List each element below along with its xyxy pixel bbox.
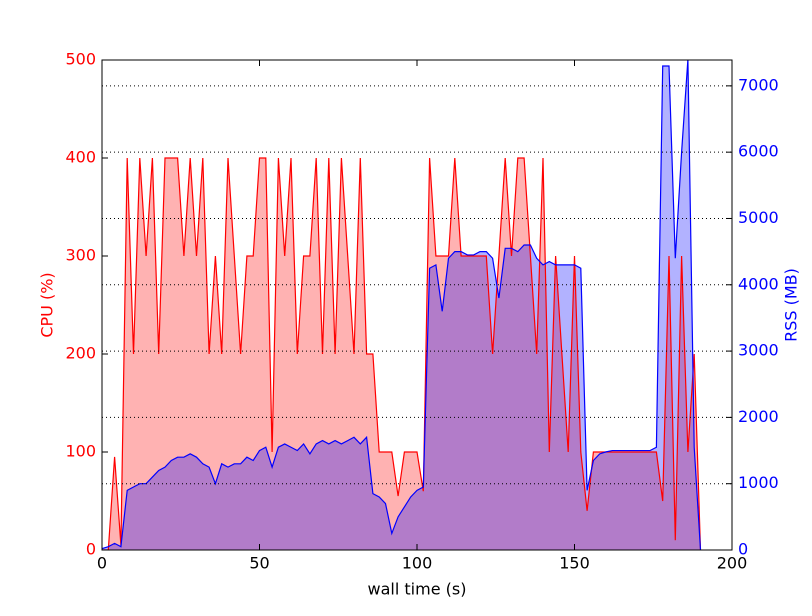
x-tick-label: 100	[402, 554, 433, 573]
x-tick-label: 150	[559, 554, 590, 573]
x-tick-label: 0	[97, 554, 107, 573]
y2-tick-label: 0	[738, 540, 748, 559]
y2-tick-label: 4000	[738, 274, 779, 293]
y2-tick-label: 1000	[738, 473, 779, 492]
x-axis-label: wall time (s)	[368, 580, 467, 599]
y-tick-label: 500	[65, 50, 96, 69]
y2-tick-label: 3000	[738, 341, 779, 360]
y2-axis-label: RSS (MB)	[782, 268, 801, 342]
y2-tick-label: 6000	[738, 142, 779, 161]
y-tick-label: 0	[86, 540, 96, 559]
y-tick-label: 100	[65, 442, 96, 461]
x-tick-label: 50	[249, 554, 269, 573]
y-tick-label: 200	[65, 344, 96, 363]
plot-area	[102, 60, 702, 550]
series-line	[102, 60, 702, 550]
y2-tick-label: 7000	[738, 75, 779, 94]
x-tick-label: 200	[717, 554, 748, 573]
y-axis-label: CPU (%)	[38, 272, 57, 337]
y-tick-label: 400	[65, 148, 96, 167]
series-line	[102, 157, 702, 550]
area-fill	[102, 60, 701, 550]
y-tick-label: 300	[65, 246, 96, 265]
y2-tick-label: 2000	[738, 407, 779, 426]
y2-tick-label: 5000	[738, 208, 779, 227]
